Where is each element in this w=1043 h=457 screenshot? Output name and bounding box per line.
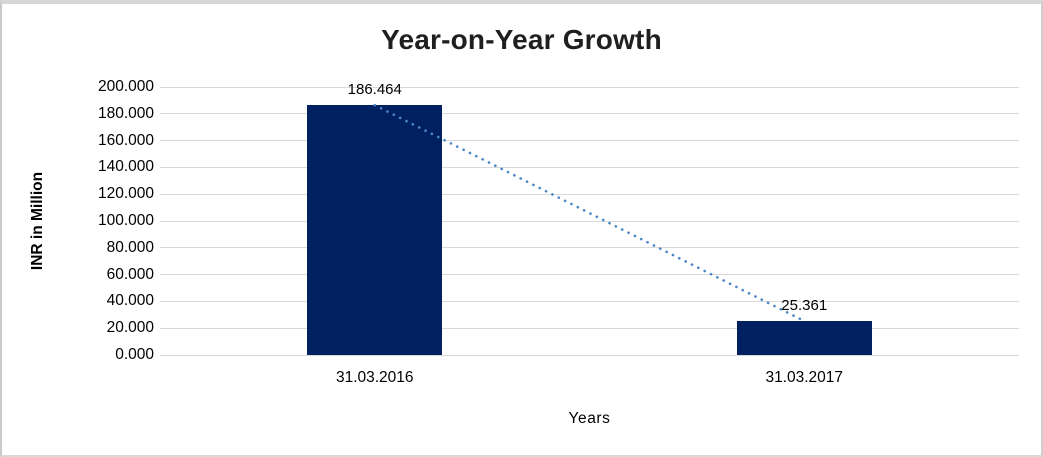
x-axis-tick-labels: 31.03.2016 31.03.2017	[160, 369, 1019, 391]
y-axis-tick-label: 200.000	[97, 78, 154, 95]
x-axis-tick-label: 31.03.2017	[765, 369, 844, 386]
y-axis-tick-label: 20.000	[106, 319, 154, 337]
chart-title: Year-on-Year Growth	[381, 24, 662, 55]
y-axis-tick-label: 120.000	[97, 185, 154, 203]
gridline	[160, 274, 1019, 276]
gridline	[160, 86, 1019, 88]
y-axis-tick-label: 140.000	[97, 158, 154, 176]
bar-31.03.2017[interactable]	[736, 321, 872, 355]
y-axis-tick-label: 160.000	[97, 131, 154, 149]
x-axis-line	[160, 354, 1019, 356]
y-axis-tick-label: 40.000	[106, 292, 154, 310]
y-axis-tick-labels: 0.000 20.000 40.000 60.000 80.000 100.000 120.…	[44, 78, 154, 363]
gridline	[160, 220, 1019, 222]
trendline[interactable]	[373, 103, 806, 323]
y-axis-tick-label: 0.000	[115, 346, 154, 363]
gridline	[160, 327, 1019, 329]
gridline	[160, 247, 1019, 249]
y-axis-tick-label: 80.000	[106, 238, 154, 256]
gridline	[160, 166, 1019, 168]
gridline	[160, 113, 1019, 115]
x-axis-tick-label: 31.03.2016	[335, 369, 414, 386]
y-axis-tick-label: 60.000	[106, 265, 154, 283]
gridline	[160, 140, 1019, 142]
trendline-layer	[373, 103, 806, 323]
gridline	[160, 193, 1019, 195]
plot-area: 186.464 25.361	[160, 81, 1019, 356]
x-axis-title: Years	[568, 410, 611, 427]
bar-31.03.2016[interactable]	[307, 105, 443, 355]
gridline	[160, 300, 1019, 302]
y-axis-tick-label: 100.000	[97, 212, 154, 229]
y-axis-tick-label: 180.000	[97, 104, 154, 122]
bar-data-label: 186.464	[347, 81, 402, 99]
bar-data-label: 25.361	[781, 297, 828, 315]
